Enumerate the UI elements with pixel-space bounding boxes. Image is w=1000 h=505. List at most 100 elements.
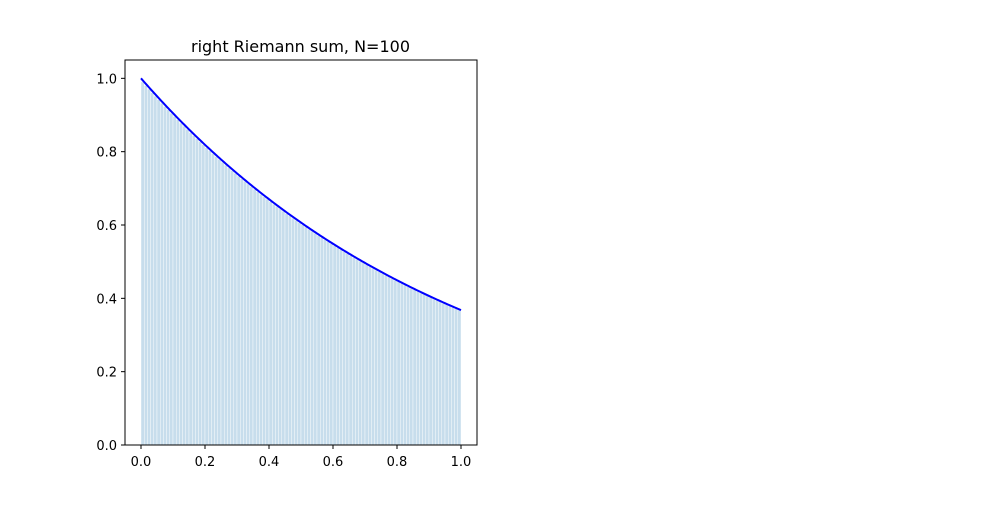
- riemann-bar: [355, 259, 359, 446]
- riemann-bar: [246, 183, 251, 446]
- riemann-bar: [454, 308, 459, 446]
- riemann-bar: [406, 286, 411, 446]
- riemann-bar: [364, 264, 369, 446]
- riemann-bar: [310, 231, 315, 446]
- riemann-bar: [342, 251, 347, 446]
- x-tick-label: 0.4: [259, 455, 280, 470]
- riemann-bar: [374, 269, 379, 446]
- x-axis: 0.0 0.2 0.4 0.6 0.8 1.0: [131, 445, 472, 470]
- riemann-bar: [195, 138, 199, 446]
- riemann-bars: [140, 81, 462, 446]
- riemann-bar: [326, 241, 331, 446]
- riemann-bar: [393, 280, 398, 446]
- riemann-bar: [345, 253, 350, 446]
- riemann-bar: [169, 113, 174, 446]
- riemann-bar: [153, 96, 158, 446]
- riemann-bar: [175, 119, 180, 446]
- riemann-bar: [329, 243, 334, 446]
- riemann-bar: [185, 129, 190, 446]
- riemann-bar: [377, 271, 382, 446]
- riemann-bar: [332, 245, 337, 446]
- plot-frame: [124, 59, 478, 446]
- riemann-bar: [320, 237, 324, 446]
- riemann-bar: [409, 288, 414, 446]
- riemann-bar: [371, 268, 375, 446]
- y-tick-label: 1.0: [96, 72, 117, 87]
- riemann-bar: [275, 206, 279, 446]
- riemann-bar: [262, 196, 267, 446]
- riemann-bar: [380, 273, 385, 446]
- riemann-bar: [256, 191, 260, 446]
- riemann-bar: [163, 106, 167, 446]
- riemann-bar: [457, 309, 462, 446]
- riemann-bar: [444, 304, 449, 446]
- riemann-bar: [272, 203, 276, 446]
- riemann-bar: [159, 102, 164, 446]
- riemann-bar: [451, 307, 455, 446]
- function-curve: [140, 77, 462, 312]
- x-tick-label: 0.0: [131, 455, 152, 470]
- riemann-bar: [172, 116, 177, 446]
- riemann-bar: [438, 301, 443, 446]
- riemann-bar: [390, 278, 395, 446]
- riemann-bar: [368, 266, 372, 446]
- riemann-bar: [300, 224, 305, 446]
- riemann-bar: [419, 292, 423, 446]
- riemann-bar: [259, 194, 263, 446]
- riemann-bar: [307, 228, 311, 446]
- x-tick-label: 0.8: [387, 455, 408, 470]
- riemann-bar: [416, 291, 420, 446]
- x-tick-label: 0.6: [323, 455, 344, 470]
- riemann-bar: [428, 297, 433, 446]
- riemann-bar: [211, 153, 215, 446]
- riemann-bar: [323, 239, 327, 446]
- riemann-bar: [336, 247, 340, 446]
- y-tick-label: 0.4: [96, 292, 117, 307]
- riemann-bar: [230, 170, 235, 446]
- riemann-bar: [316, 235, 321, 446]
- y-tick-label: 0.8: [96, 146, 117, 161]
- riemann-bar: [147, 88, 151, 446]
- riemann-bar: [313, 233, 318, 446]
- riemann-bar: [403, 284, 407, 446]
- riemann-bar: [217, 159, 222, 446]
- riemann-bar: [348, 255, 353, 446]
- riemann-bar: [214, 156, 219, 446]
- riemann-bar: [339, 249, 343, 446]
- riemann-bar: [233, 173, 238, 446]
- riemann-bar: [281, 211, 286, 446]
- riemann-bar: [227, 167, 231, 446]
- chart-title: right Riemann sum, N=100: [191, 37, 410, 56]
- riemann-bar: [201, 144, 206, 446]
- riemann-bar: [166, 109, 171, 446]
- x-tick-label: 1.0: [451, 455, 472, 470]
- riemann-bar: [291, 217, 295, 446]
- riemann-bar: [236, 175, 241, 446]
- riemann-bar: [435, 300, 439, 446]
- riemann-bar: [448, 305, 452, 446]
- riemann-bar: [150, 92, 155, 446]
- riemann-bar: [396, 281, 401, 446]
- riemann-bar: [358, 260, 363, 446]
- riemann-bar: [265, 199, 270, 446]
- x-tick-label: 0.2: [195, 455, 216, 470]
- riemann-bar: [143, 85, 148, 446]
- riemann-bar: [425, 295, 430, 446]
- riemann-bar: [198, 141, 203, 446]
- riemann-bar: [284, 213, 289, 446]
- y-tick-label: 0.2: [96, 366, 117, 381]
- riemann-bar: [156, 99, 161, 446]
- riemann-bar: [412, 289, 417, 446]
- riemann-bar: [268, 201, 273, 446]
- riemann-bar: [140, 81, 145, 446]
- riemann-bar: [179, 122, 183, 446]
- y-axis: 0.0 0.2 0.4 0.6 0.8 1.0: [96, 72, 125, 454]
- riemann-bar: [239, 178, 244, 446]
- riemann-bar: [223, 164, 228, 446]
- riemann-bar: [288, 215, 292, 446]
- y-tick-label: 0.0: [96, 439, 117, 454]
- riemann-bar: [243, 181, 247, 446]
- riemann-bar: [352, 257, 356, 446]
- riemann-bar: [207, 150, 212, 446]
- riemann-bar: [191, 135, 196, 446]
